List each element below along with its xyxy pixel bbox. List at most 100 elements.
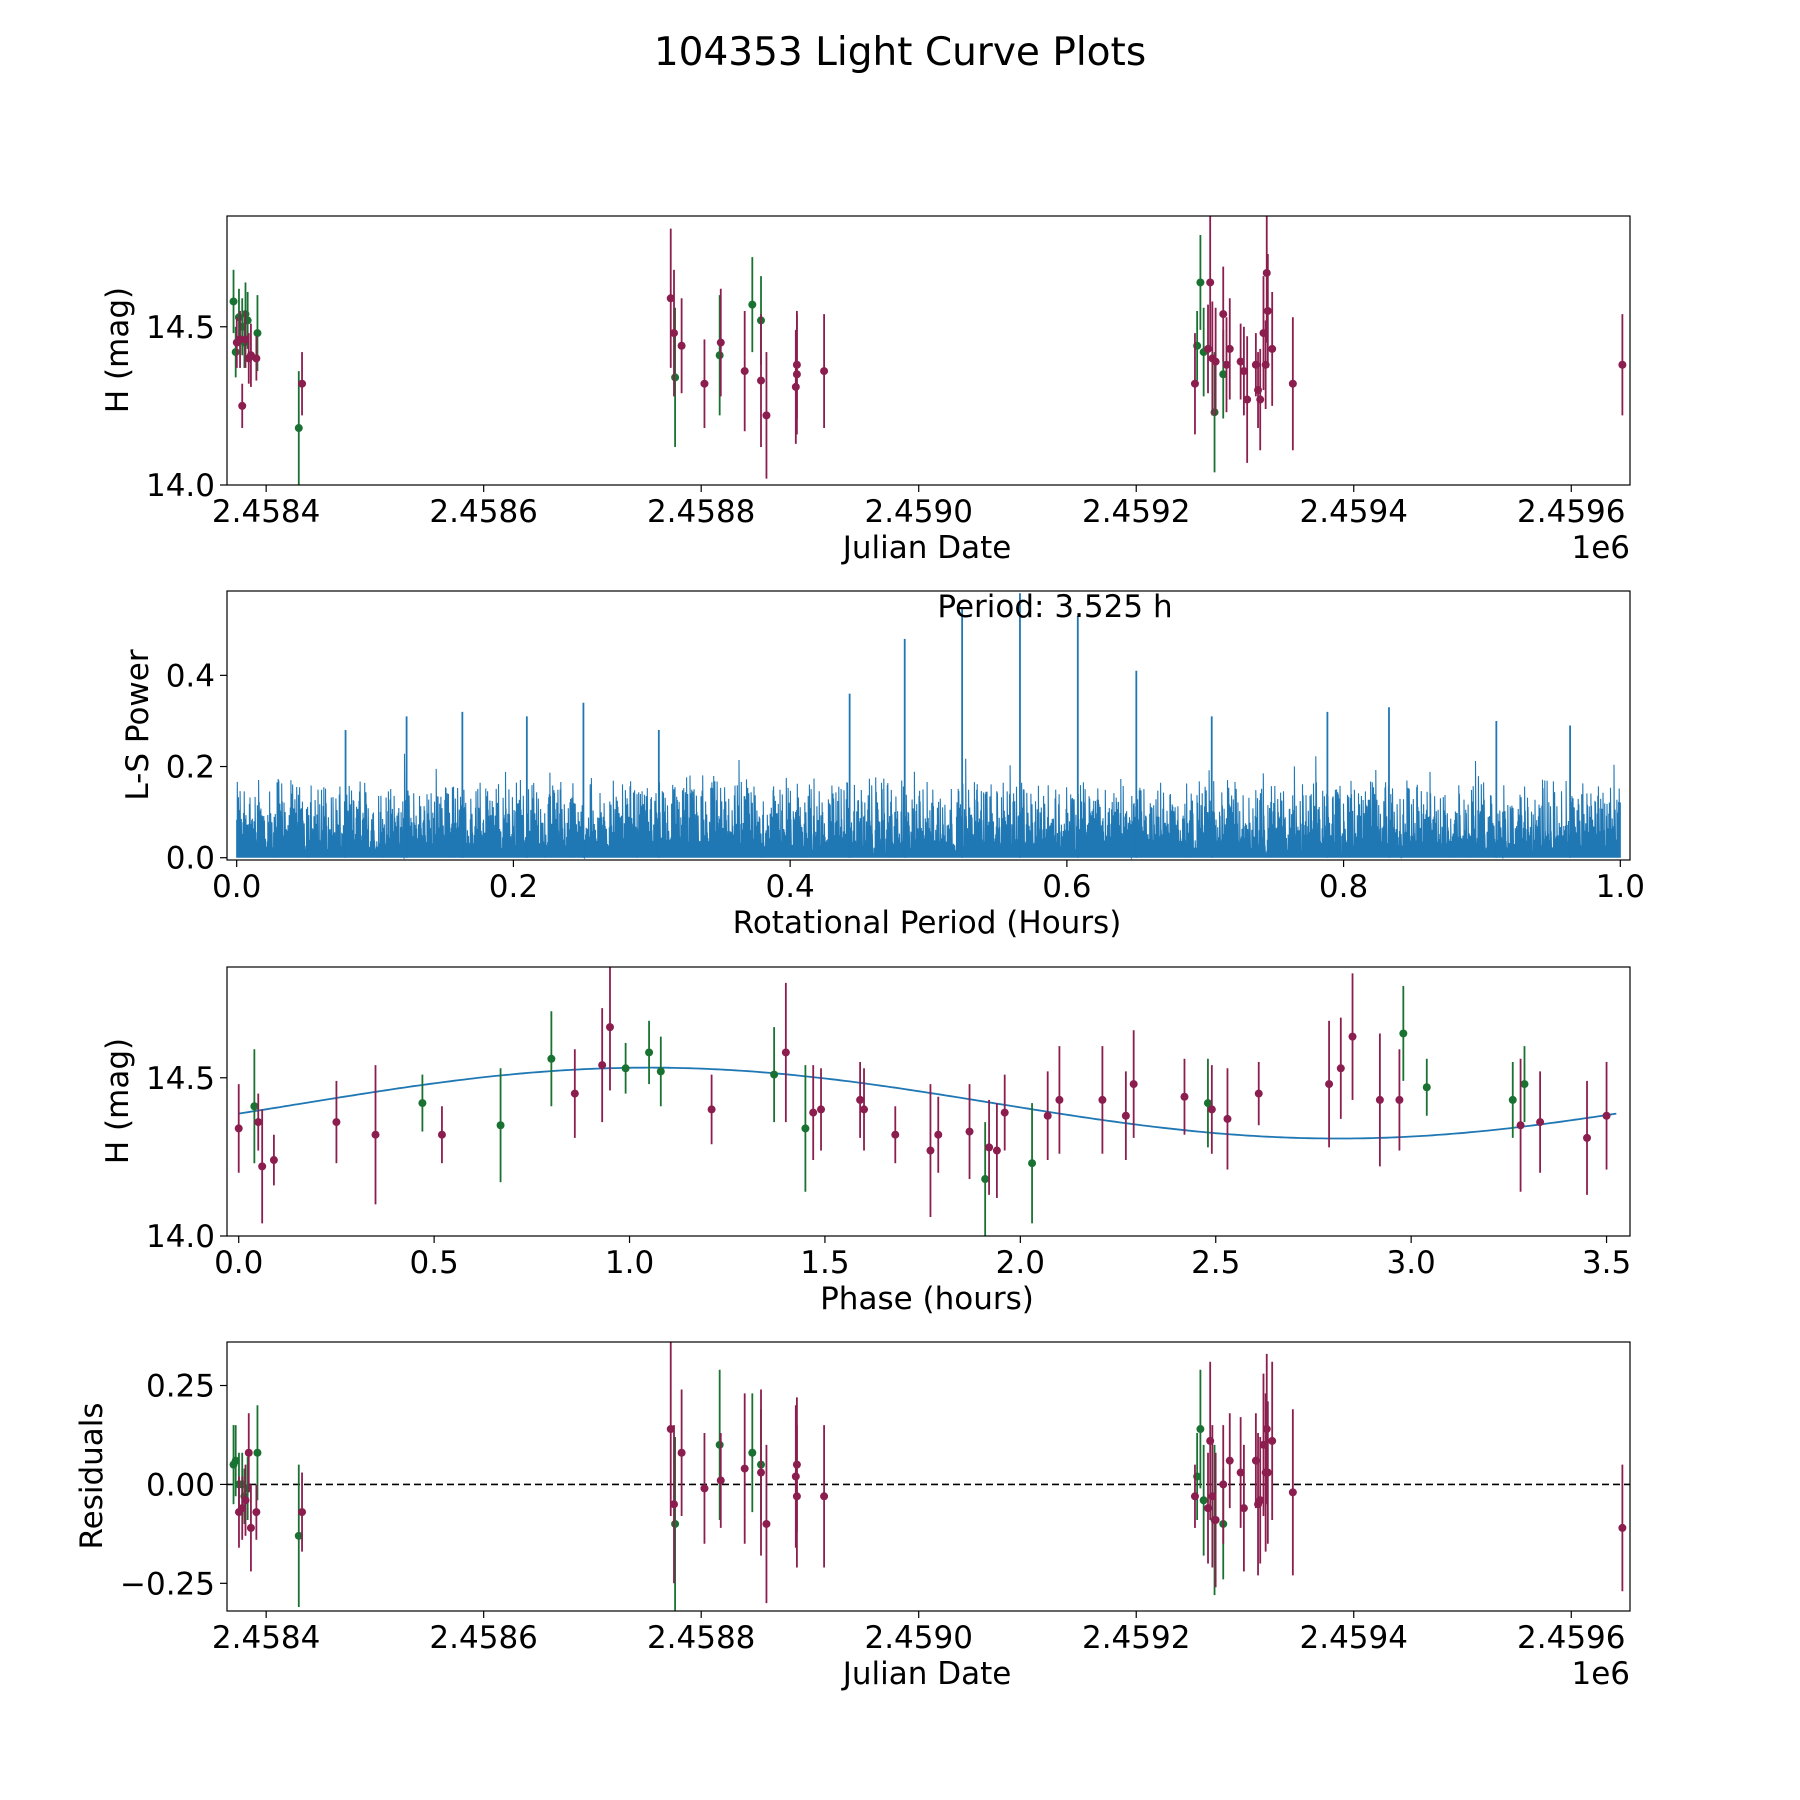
phase-maroon-point [332,1118,341,1127]
phase-maroon-point [1336,1064,1345,1073]
phase-ytick-label: 14.5 [146,1061,215,1097]
lightcurve-maroon-point [1211,357,1220,366]
lightcurve-maroon-point [1222,360,1231,369]
residuals-maroon-point [792,1492,801,1501]
lightcurve-maroon-point [666,294,675,303]
residuals-maroon-point [762,1519,771,1528]
residuals-xtick-label: 2.4596 [1517,1620,1625,1656]
lightcurve-maroon-point [1263,306,1272,315]
phase-maroon-point [1129,1080,1138,1089]
phase-marks [234,967,1617,1236]
lightcurve-green-point [229,297,238,306]
phase-maroon-point [1180,1092,1189,1101]
lightcurve-maroon-point [1206,278,1215,287]
phase-green-point [1422,1083,1431,1092]
periodogram-annotation: Period: 3.525 h [937,589,1172,625]
phase-maroon-point [1207,1105,1216,1114]
lightcurve-maroon-point [1262,268,1271,277]
lightcurve-maroon-point [716,338,725,347]
residuals-maroon-point [716,1476,725,1485]
phase-xtick-label: 2.0 [996,1245,1045,1281]
periodogram-power-line [236,753,1621,860]
phase-maroon-point [1325,1080,1334,1089]
residuals-offset-label: 1e6 [1571,1656,1630,1692]
phase-maroon-point [1348,1032,1357,1041]
residuals-maroon-point [1225,1456,1234,1465]
phase-maroon-point [1395,1095,1404,1104]
phase-xlabel: Phase (hours) [820,1281,1034,1317]
residuals-xlabel: Julian Date [841,1656,1012,1692]
residuals-maroon-point [1288,1488,1297,1497]
periodogram-xtick-label: 0.0 [212,869,261,905]
residuals-ytick-label: −0.25 [120,1566,215,1602]
phase-maroon-point [1375,1095,1384,1104]
phase-maroon-point [992,1146,1001,1155]
residuals-maroon-point [1190,1492,1199,1501]
phase-maroon-point [1121,1111,1130,1120]
residuals-ylabel: Residuals [74,1402,110,1549]
phase-maroon-point [1000,1108,1009,1117]
lightcurve-maroon-point [1268,344,1277,353]
periodogram-xtick-label: 0.8 [1319,869,1368,905]
phase-green-point [1520,1080,1529,1089]
residuals-marks [227,1342,1630,1611]
phase-green-point [418,1099,427,1108]
periodogram-frame [226,590,1631,861]
lightcurve-green-point [748,300,757,309]
phase-green-point [1203,1099,1212,1108]
lightcurve-maroon-point [1225,344,1234,353]
phase-maroon-point [437,1130,446,1139]
phase-maroon-point [1098,1095,1107,1104]
phase-xtick-label: 1.5 [800,1245,849,1281]
lightcurve-ytick-label: 14.0 [146,468,215,504]
residuals-xtick-label: 2.4592 [1082,1620,1190,1656]
phase-maroon-point [934,1130,943,1139]
phase-fit-curve [238,1066,1617,1140]
periodogram-ytick-label: 0.4 [166,658,215,694]
phase-maroon-point [856,1095,865,1104]
periodogram-xtick-label: 0.4 [765,869,814,905]
residuals-maroon-point [1239,1504,1248,1513]
periodogram-ylabel: L-S Power [120,649,156,800]
residuals-maroon-point [700,1484,709,1493]
lightcurve-maroon-point [1239,367,1248,376]
phase-green-point [656,1067,665,1076]
phase-maroon-point [781,1048,790,1057]
residuals-maroon-point [757,1468,766,1477]
residuals-green-point [1199,1496,1208,1505]
phase-xtick-label: 3.0 [1386,1245,1435,1281]
phase-green-point [250,1102,259,1111]
lightcurve-green-point [715,351,724,360]
lightcurve-maroon-point [1190,379,1199,388]
phase-maroon-point [926,1146,935,1155]
lightcurve-xtick-label: 2.4584 [212,494,320,530]
phase-maroon-point [860,1105,869,1114]
phase-maroon-point [1043,1111,1052,1120]
residuals-green-point [748,1448,757,1457]
phase-maroon-point [1254,1089,1263,1098]
lightcurve-maroon-point [238,401,247,410]
phase-green-point [1508,1095,1517,1104]
residuals-maroon-point [1219,1480,1228,1489]
residuals-panel: 2.4584 2.4586 2.4588 2.4590 2.4592 2.4594 2.45… [74,1341,1631,1692]
residuals-green-point [715,1440,724,1449]
lightcurve-maroon-point [252,354,261,363]
residuals-maroon-point [244,1448,253,1457]
phase-maroon-point [605,1023,614,1032]
residuals-maroon-point [677,1448,686,1457]
periodogram-xtick-label: 0.6 [1042,869,1091,905]
residuals-green-point [231,1456,240,1465]
phase-green-point [801,1124,810,1133]
periodogram-axes: 0.0 0.2 0.4 0.6 0.8 1.0 0.0 0.2 0.4 [166,658,1645,905]
phase-xtick-label: 0.5 [409,1245,458,1281]
figure-title: 104353 Light Curve Plots [654,30,1146,75]
phase-green-point [621,1064,630,1073]
phase-frame [226,966,1631,1237]
residuals-maroon-point [666,1425,675,1434]
lightcurve-maroon-point [670,329,679,338]
residuals-xtick-label: 2.4588 [647,1620,755,1656]
phase-green-point [1028,1159,1037,1168]
phase-maroon-point [234,1124,243,1133]
lightcurve-maroon-point [740,367,749,376]
lightcurve-green-point [1196,278,1205,287]
